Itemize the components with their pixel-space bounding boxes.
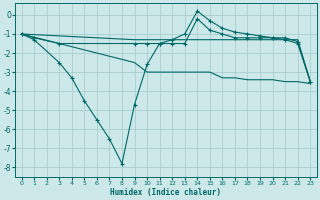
X-axis label: Humidex (Indice chaleur): Humidex (Indice chaleur): [110, 188, 221, 197]
